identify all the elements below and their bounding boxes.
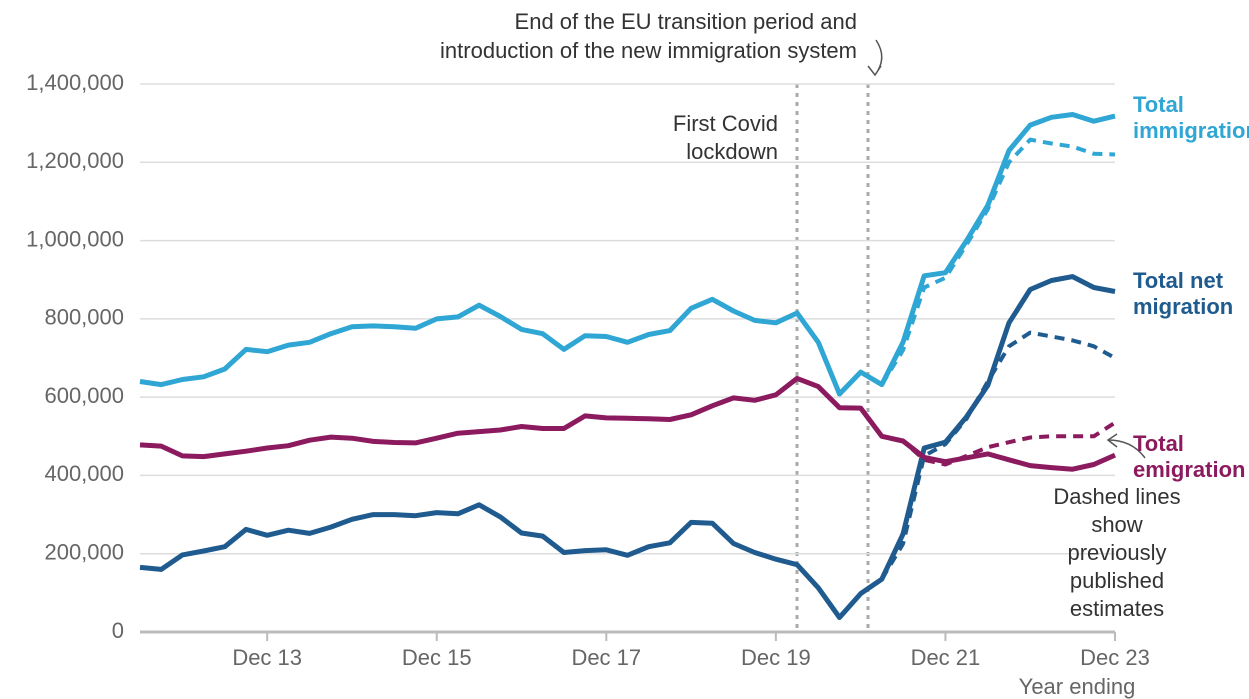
- series-line: [139, 375, 1117, 472]
- dashed-arrow: [1106, 433, 1146, 459]
- x-tick-label: Dec 23: [1080, 645, 1150, 670]
- y-tick-label: 1,200,000: [26, 148, 124, 173]
- y-tick-label: 800,000: [44, 305, 124, 330]
- legend-label: Total net migration: [1133, 268, 1234, 319]
- y-tick-label: 600,000: [44, 383, 124, 408]
- y-tick-label: 1,000,000: [26, 226, 124, 251]
- series-line: [139, 274, 1116, 620]
- annotation: estimates: [1070, 596, 1164, 621]
- annotation: Dashed lines: [1053, 484, 1180, 509]
- y-tick-label: 1,400,000: [26, 70, 124, 95]
- previous-line: [880, 330, 1116, 581]
- y-tick-label: 200,000: [44, 540, 124, 565]
- x-tick-label: Dec 19: [741, 645, 811, 670]
- annotation: show: [1091, 512, 1142, 537]
- y-tick-label: 0: [112, 618, 124, 643]
- annotation: published: [1070, 568, 1164, 593]
- x-tick-label: Dec 15: [402, 645, 472, 670]
- annotation: previously: [1067, 540, 1166, 565]
- x-tick-label: Dec 17: [571, 645, 641, 670]
- legend-label: Total immigration: [1133, 92, 1249, 143]
- annotation: First Covid: [673, 111, 778, 136]
- annotation: End of the EU transition period and: [515, 9, 857, 34]
- eu-arrow: [867, 39, 883, 77]
- series-line: [139, 112, 1116, 397]
- legend-label: Total emigration: [1133, 431, 1246, 482]
- x-tick-label: Dec 13: [232, 645, 302, 670]
- x-axis-label: Year ending: [1019, 674, 1136, 699]
- annotation: lockdown: [686, 139, 778, 164]
- x-tick-label: Dec 21: [911, 645, 981, 670]
- y-tick-label: 400,000: [44, 461, 124, 486]
- previous-line: [881, 420, 1117, 467]
- annotation: introduction of the new immigration syst…: [440, 38, 857, 63]
